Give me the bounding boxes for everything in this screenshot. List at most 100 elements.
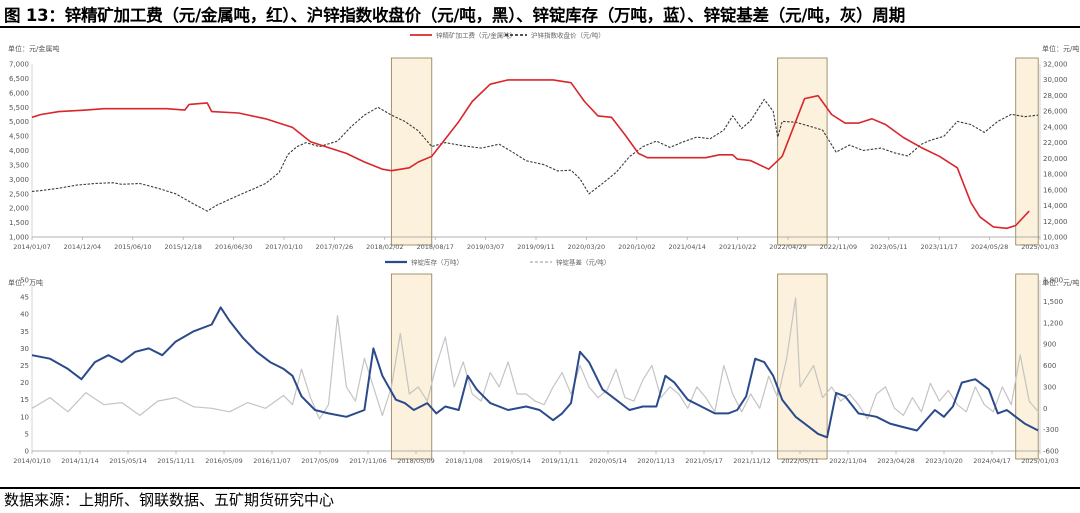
legend-label-gray: 锌锭基差（元/吨） (556, 258, 610, 267)
legend-label-red: 锌精矿加工费（元/金属吨） (436, 31, 516, 40)
y-right-tick-label: 22,000 (1043, 139, 1068, 147)
x-tick-label: 2017/05/09 (301, 457, 338, 465)
footer-divider (0, 487, 1080, 489)
x-tick-label: 2014/01/07 (13, 243, 50, 251)
left-unit-label: 单位：万吨 (8, 278, 43, 287)
x-tick-label: 2019/11/11 (541, 457, 578, 465)
x-tick-label: 2024/05/28 (971, 243, 1008, 251)
y-right-tick-label: 24,000 (1043, 123, 1068, 131)
highlight-band-bottom-1 (390, 273, 433, 460)
x-tick-label: 2016/06/30 (215, 243, 252, 251)
x-tick-label: 2020/03/20 (568, 243, 605, 251)
legend-label-blue: 锌锭库存（万吨） (411, 258, 463, 267)
x-tick-label: 2021/05/17 (685, 457, 722, 465)
source-note: 数据来源：上期所、钢联数据、五矿期货研究中心 (4, 491, 335, 509)
x-tick-label: 2018/02/02 (366, 243, 403, 251)
x-tick-label: 2015/11/11 (157, 457, 194, 465)
y-right-tick-label: 10,000 (1043, 234, 1068, 242)
y-right-tick-label: 1,800 (1043, 277, 1063, 285)
x-tick-label: 2017/11/06 (349, 457, 386, 465)
x-tick-label: 2025/01/03 (1021, 457, 1058, 465)
x-tick-label: 2020/10/02 (618, 243, 655, 251)
y-right-tick-label: 20,000 (1043, 155, 1068, 163)
x-tick-label: 2024/04/17 (973, 457, 1010, 465)
y-left-tick-label: 3,000 (9, 176, 29, 184)
x-tick-label: 2015/12/18 (164, 243, 201, 251)
x-tick-label: 2021/04/14 (668, 243, 705, 251)
y-right-tick-label: 12,000 (1043, 218, 1068, 226)
x-tick-label: 2014/11/14 (61, 457, 98, 465)
y-left-tick-label: 15 (20, 396, 29, 404)
x-tick-label: 2018/05/09 (397, 457, 434, 465)
y-right-tick-label: 28,000 (1043, 92, 1068, 100)
y-left-tick-label: 1,000 (9, 234, 29, 242)
y-right-tick-label: 16,000 (1043, 186, 1068, 194)
x-tick-label: 2017/01/10 (265, 243, 302, 251)
y-right-tick-label: -600 (1043, 448, 1059, 456)
y-left-tick-label: 40 (20, 311, 29, 319)
x-tick-label: 2021/11/12 (733, 457, 770, 465)
highlight-band-bottom-2 (777, 273, 828, 460)
y-left-tick-label: 2,000 (9, 205, 29, 213)
y-right-tick-label: 600 (1043, 362, 1056, 370)
legend-label-black: 沪锌指数收盘价（元/吨） (531, 31, 605, 40)
highlight-band-top-3 (1015, 57, 1039, 246)
y-left-tick-label: 50 (20, 277, 29, 285)
x-tick-label: 2022/05/11 (781, 457, 818, 465)
x-tick-label: 2015/05/14 (109, 457, 146, 465)
x-tick-label: 2022/11/04 (829, 457, 866, 465)
y-left-tick-label: 5,500 (9, 104, 29, 112)
y-left-tick-label: 5 (25, 430, 29, 438)
y-right-tick-label: 18,000 (1043, 171, 1068, 179)
series-line-bottom-blue (31, 306, 1039, 439)
y-left-tick-label: 7,000 (9, 61, 29, 69)
x-tick-label: 2019/03/07 (467, 243, 504, 251)
y-left-tick-label: 45 (20, 294, 29, 302)
x-tick-label: 2018/11/08 (445, 457, 482, 465)
y-left-tick-label: 6,500 (9, 75, 29, 83)
y-left-tick-label: 20 (20, 379, 29, 387)
y-left-tick-label: 4,500 (9, 133, 29, 141)
x-tick-label: 2014/01/10 (13, 457, 50, 465)
y-left-tick-label: 30 (20, 345, 29, 353)
x-tick-label: 2022/04/29 (769, 243, 806, 251)
figure-title: 图 13：锌精矿加工费（元/金属吨，红）、沪锌指数收盘价（元/吨，黑）、锌锭库存… (4, 6, 906, 25)
y-left-tick-label: 1,500 (9, 219, 29, 227)
x-tick-label: 2020/05/14 (589, 457, 626, 465)
x-tick-label: 2023/11/17 (920, 243, 957, 251)
x-tick-label: 2015/06/10 (114, 243, 151, 251)
y-left-tick-label: 10 (20, 413, 29, 421)
highlight-band-bottom-3 (1015, 273, 1039, 460)
x-tick-label: 2022/11/09 (820, 243, 857, 251)
x-tick-label: 2020/11/13 (637, 457, 674, 465)
y-right-tick-label: 1,500 (1043, 298, 1063, 306)
series-line-top-red (31, 79, 1030, 230)
y-right-tick-label: 0 (1043, 405, 1047, 413)
x-tick-label: 2021/10/22 (719, 243, 756, 251)
right-unit-label: 单位：元/吨 (1042, 278, 1079, 287)
y-right-tick-label: 1,200 (1043, 319, 1063, 327)
right-unit-label: 单位：元/吨 (1042, 44, 1079, 53)
y-left-tick-label: 6,000 (9, 89, 29, 97)
y-right-tick-label: 900 (1043, 341, 1056, 349)
series-line-bottom-gray (31, 297, 1039, 420)
x-tick-label: 2017/07/26 (316, 243, 353, 251)
y-left-tick-label: 3,500 (9, 161, 29, 169)
x-tick-label: 2016/11/07 (253, 457, 290, 465)
y-left-tick-label: 5,000 (9, 118, 29, 126)
y-right-tick-label: -300 (1043, 426, 1059, 434)
x-tick-label: 2014/12/04 (64, 243, 101, 251)
charts-svg: 单位：元/金属吨 单位：元/吨1,0001,5002,0002,5003,0003… (8, 31, 1079, 466)
y-right-tick-label: 32,000 (1043, 61, 1068, 69)
x-tick-label: 2019/09/11 (517, 243, 554, 251)
x-tick-label: 2018/08/17 (416, 243, 453, 251)
series-line-top-black (31, 98, 1039, 212)
title-divider (0, 26, 1080, 28)
y-left-tick-label: 0 (25, 448, 29, 456)
y-left-tick-label: 25 (20, 362, 29, 370)
y-left-tick-label: 2,500 (9, 190, 29, 198)
y-right-tick-label: 300 (1043, 383, 1056, 391)
left-unit-label: 单位：元/金属吨 (8, 44, 59, 53)
highlight-band-top-2 (777, 57, 828, 246)
y-left-tick-label: 4,000 (9, 147, 29, 155)
